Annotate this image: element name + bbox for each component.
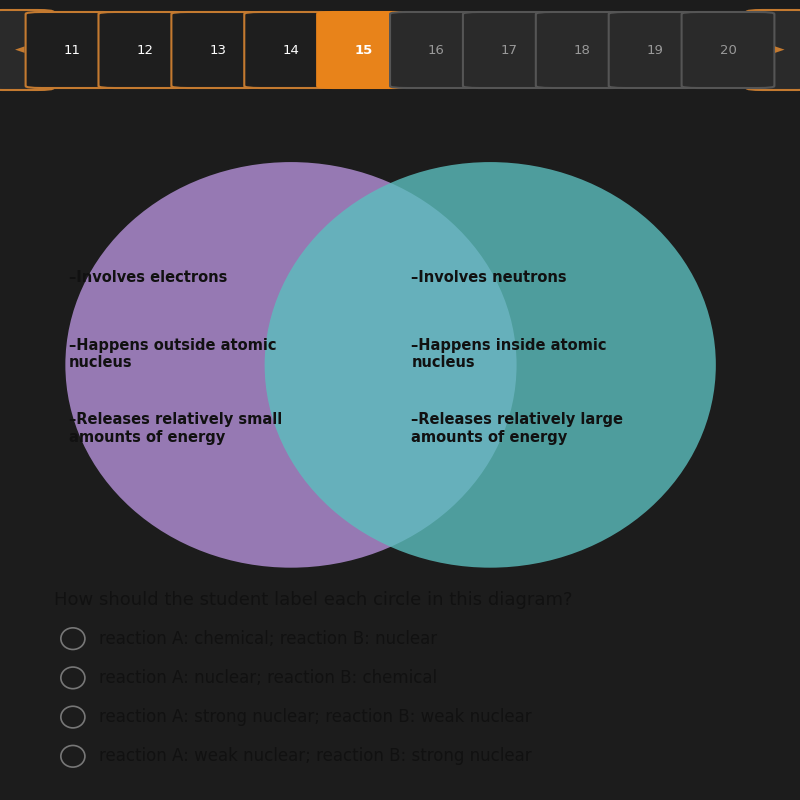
Text: 20: 20 — [719, 43, 737, 57]
FancyBboxPatch shape — [609, 12, 702, 88]
Text: 13: 13 — [210, 43, 226, 57]
Text: –Releases relatively large
amounts of energy: –Releases relatively large amounts of en… — [411, 412, 623, 445]
Circle shape — [66, 162, 517, 568]
Text: ◄: ◄ — [15, 43, 25, 57]
Text: reaction A: weak nuclear; reaction B: strong nuclear: reaction A: weak nuclear; reaction B: st… — [99, 747, 532, 766]
FancyBboxPatch shape — [26, 12, 118, 88]
FancyBboxPatch shape — [98, 12, 191, 88]
Text: reaction A: strong nuclear; reaction B: weak nuclear: reaction A: strong nuclear; reaction B: … — [99, 708, 532, 726]
FancyBboxPatch shape — [536, 12, 629, 88]
FancyBboxPatch shape — [746, 10, 800, 90]
FancyBboxPatch shape — [390, 12, 483, 88]
Text: –Releases relatively small
amounts of energy: –Releases relatively small amounts of en… — [69, 412, 282, 445]
Text: 16: 16 — [428, 43, 445, 57]
Text: –Involves electrons: –Involves electrons — [69, 270, 227, 286]
FancyBboxPatch shape — [463, 12, 556, 88]
Text: reaction A: chemical; reaction B: nuclear: reaction A: chemical; reaction B: nuclea… — [99, 630, 438, 648]
Text: 12: 12 — [136, 43, 154, 57]
Text: 19: 19 — [646, 43, 663, 57]
Text: reaction A: nuclear; reaction B: chemical: reaction A: nuclear; reaction B: chemica… — [99, 669, 438, 687]
Text: 18: 18 — [574, 43, 590, 57]
FancyBboxPatch shape — [0, 10, 54, 90]
FancyBboxPatch shape — [682, 12, 774, 88]
Text: How should the student label each circle in this diagram?: How should the student label each circle… — [54, 591, 573, 610]
Text: 15: 15 — [354, 43, 373, 57]
Text: –Happens inside atomic
nucleus: –Happens inside atomic nucleus — [411, 338, 606, 370]
Circle shape — [265, 162, 716, 568]
Text: –Happens outside atomic
nucleus: –Happens outside atomic nucleus — [69, 338, 277, 370]
Text: 17: 17 — [501, 43, 518, 57]
FancyBboxPatch shape — [244, 12, 337, 88]
Text: 14: 14 — [282, 43, 299, 57]
Text: ►: ► — [775, 43, 785, 57]
FancyBboxPatch shape — [171, 12, 264, 88]
Text: –Involves neutrons: –Involves neutrons — [411, 270, 567, 286]
Text: 11: 11 — [63, 43, 81, 57]
FancyBboxPatch shape — [317, 12, 410, 88]
